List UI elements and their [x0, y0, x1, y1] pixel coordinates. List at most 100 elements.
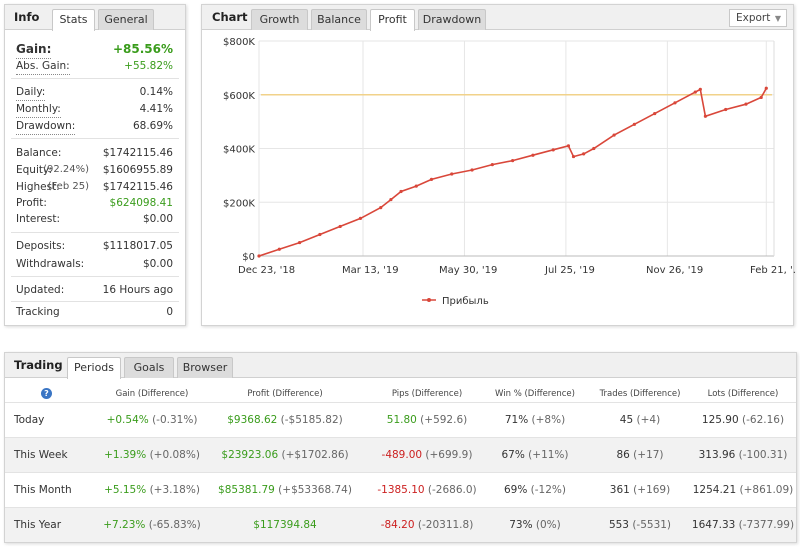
pips-cell: 51.80 (+592.6) [357, 403, 497, 438]
export-button[interactable]: Export ▼ [729, 9, 787, 27]
trading-panel: Trading Periods Goals Browser ? Gain (Di… [4, 352, 797, 543]
withdrawals-row: Withdrawals: $0.00 [16, 256, 173, 272]
gain-difference: (-0.31%) [152, 414, 198, 426]
equity-value: $1606955.89 [102, 164, 173, 176]
profit-row: Profit: $624098.41 [16, 195, 173, 211]
profit-point [551, 148, 555, 152]
gain-cell: +7.23% (-65.83%) [82, 508, 222, 543]
divider [11, 232, 179, 233]
highest-row: Highest: (Feb 25) $1742115.46 [16, 179, 173, 195]
win-cell: 67% (+11%) [465, 438, 605, 473]
tab-profit[interactable]: Profit [370, 9, 415, 31]
info-panel: Info Stats General Gain: +85.56% Abs. Ga… [4, 4, 186, 326]
profit-point [566, 144, 571, 148]
win-cell: 69% (-12%) [465, 473, 605, 508]
profit-point [511, 158, 515, 163]
gain-row: Gain: +85.56% [16, 40, 173, 59]
pips-cell: -1385.10 (-2686.0) [357, 473, 497, 508]
profit-point [698, 87, 702, 91]
profit-point [531, 153, 535, 157]
profit-point [358, 216, 363, 220]
help-icon[interactable]: ? [41, 388, 52, 399]
lots-value: 1647.33 [691, 519, 736, 531]
daily-value: 0.14% [139, 86, 173, 98]
trades-difference: (-5531) [632, 519, 672, 531]
trades-cell: 86 (+17) [570, 438, 710, 473]
profit-difference: (+$1702.86) [281, 449, 349, 461]
period-label: This Week [14, 449, 68, 461]
lots-cell: 313.96 (-100.31) [673, 438, 800, 473]
profit-point [338, 224, 342, 229]
balance-value: $1742115.46 [102, 147, 173, 159]
gain-value: +7.23% [103, 519, 146, 531]
highest-label: Highest: [16, 181, 60, 193]
header-trades: Trades (Difference) [599, 389, 681, 399]
win-difference: (-12%) [530, 484, 566, 496]
win-cell: 73% (0%) [465, 508, 605, 543]
trading-title: Trading [14, 358, 63, 372]
profit-value: $9368.62 [227, 414, 278, 426]
trades-cell: 361 (+169) [570, 473, 710, 508]
tracking-value: 0 [166, 306, 173, 318]
tab-goals[interactable]: Goals [124, 357, 174, 378]
win-difference: (+11%) [528, 449, 569, 461]
period-label: Today [14, 414, 45, 426]
profit-point [744, 102, 748, 106]
lots-value: 313.96 [698, 449, 736, 461]
chart-title: Chart [212, 10, 248, 24]
tab-balance[interactable]: Balance [311, 9, 367, 30]
tab-general[interactable]: General [98, 9, 154, 30]
abs-gain-label: Abs. Gain: [16, 58, 70, 75]
profit-point [490, 163, 494, 167]
pips-difference: (+699.9) [425, 449, 473, 461]
tab-periods[interactable]: Periods [67, 357, 121, 379]
win-difference: (0%) [535, 519, 561, 531]
trades-cell: 45 (+4) [570, 403, 710, 438]
trading-tabbar: Trading Periods Goals Browser [5, 353, 796, 379]
y-tick-label: $200K [223, 198, 255, 209]
win-value: 73% [509, 519, 533, 531]
drawdown-row: Drawdown: 68.69% [16, 118, 173, 135]
pips-difference: (-20311.8) [417, 519, 474, 531]
profit-point [592, 146, 596, 151]
trades-value: 553 [608, 519, 629, 531]
profit-point [759, 95, 763, 100]
tab-growth[interactable]: Growth [251, 9, 308, 30]
drawdown-value: 68.69% [132, 120, 173, 132]
gain-difference: (+0.08%) [149, 449, 200, 461]
header-gain: Gain (Difference) [115, 389, 189, 399]
pips-value: 51.80 [386, 414, 417, 426]
profit-cell: $117394.84 (-$389308.73) [215, 508, 355, 543]
drawdown-label: Drawdown: [16, 118, 76, 135]
profit-difference: (+$53368.74) [278, 484, 352, 496]
abs-gain-row: Abs. Gain: +55.82% [16, 58, 173, 75]
table-row: Today +0.54% (-0.31%) $9368.62 (-$5185.82)… [5, 402, 796, 437]
profit-difference: (-$5185.82) [280, 414, 343, 426]
table-row: This Week +1.39% (+0.08%) $23923.06 (+$170… [5, 437, 796, 472]
chart-tabbar: Chart Growth Balance Profit Drawdown Exp… [202, 5, 793, 31]
profit-point [318, 232, 322, 237]
y-tick-label: $400K [223, 145, 255, 156]
header-lots: Lots (Difference) [707, 389, 779, 399]
tab-stats[interactable]: Stats [52, 9, 95, 31]
interest-label: Interest: [16, 213, 60, 225]
tab-browser[interactable]: Browser [177, 357, 233, 378]
lots-cell: 125.90 (-62.16) [673, 403, 800, 438]
gain-cell: +0.54% (-0.31%) [82, 403, 222, 438]
lots-cell: 1254.21 (+861.09) [673, 473, 800, 508]
deposits-label: Deposits: [16, 240, 66, 252]
profit-point [257, 254, 261, 258]
profit-line [258, 87, 767, 257]
period-label: This Month [14, 484, 72, 496]
profit-point [277, 247, 281, 251]
pips-difference: (+592.6) [420, 414, 468, 426]
x-tick-label: Jul 25, '19 [544, 265, 595, 276]
gain-value: +5.15% [104, 484, 147, 496]
profit-point [571, 154, 576, 159]
tab-drawdown[interactable]: Drawdown [418, 9, 486, 30]
x-tick-label: Feb 21, '... [750, 265, 795, 276]
header-pips: Pips (Difference) [391, 389, 463, 399]
export-label: Export [736, 12, 771, 24]
pips-value: -84.20 [380, 519, 415, 531]
trades-value: 361 [609, 484, 630, 496]
